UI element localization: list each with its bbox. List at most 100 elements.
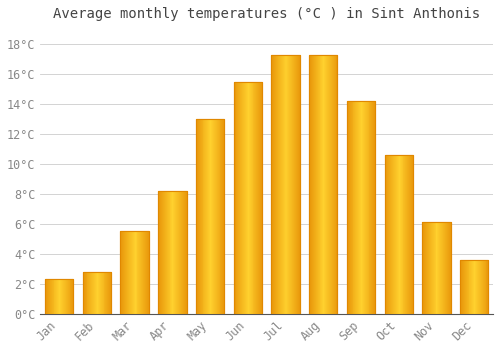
Bar [347, 101, 348, 314]
Bar [47, 279, 48, 314]
Bar [398, 155, 400, 314]
Bar [309, 55, 338, 314]
Bar [473, 260, 474, 314]
Bar [202, 119, 203, 314]
Bar [395, 155, 396, 314]
Bar [56, 279, 58, 314]
Bar [430, 223, 431, 314]
Bar [277, 55, 278, 314]
Bar [325, 55, 326, 314]
Bar [258, 82, 259, 314]
Bar [238, 82, 240, 314]
Bar [110, 272, 111, 314]
Bar [327, 55, 328, 314]
Bar [384, 155, 386, 314]
Bar [460, 260, 488, 314]
Bar [243, 82, 244, 314]
Bar [93, 272, 94, 314]
Bar [322, 55, 324, 314]
Bar [90, 272, 91, 314]
Bar [272, 55, 299, 314]
Bar [422, 223, 424, 314]
Bar [393, 155, 394, 314]
Bar [61, 279, 62, 314]
Bar [479, 260, 480, 314]
Bar [131, 231, 132, 314]
Bar [460, 260, 488, 314]
Bar [326, 55, 327, 314]
Bar [102, 272, 104, 314]
Bar [104, 272, 106, 314]
Bar [244, 82, 245, 314]
Bar [168, 191, 170, 314]
Bar [272, 55, 299, 314]
Bar [144, 231, 145, 314]
Bar [97, 272, 98, 314]
Bar [480, 260, 481, 314]
Bar [252, 82, 254, 314]
Bar [130, 231, 131, 314]
Bar [279, 55, 280, 314]
Bar [247, 82, 248, 314]
Bar [256, 82, 257, 314]
Bar [278, 55, 279, 314]
Bar [468, 260, 469, 314]
Bar [72, 279, 74, 314]
Bar [334, 55, 336, 314]
Bar [441, 223, 442, 314]
Bar [446, 223, 447, 314]
Bar [424, 223, 425, 314]
Bar [125, 231, 126, 314]
Bar [311, 55, 312, 314]
Bar [350, 101, 352, 314]
Bar [384, 155, 413, 314]
Bar [406, 155, 407, 314]
Bar [170, 191, 172, 314]
Bar [360, 101, 361, 314]
Bar [196, 119, 224, 314]
Bar [214, 119, 215, 314]
Bar [402, 155, 404, 314]
Bar [49, 279, 50, 314]
Bar [159, 191, 160, 314]
Bar [161, 191, 162, 314]
Bar [212, 119, 213, 314]
Bar [329, 55, 330, 314]
Bar [240, 82, 241, 314]
Bar [396, 155, 397, 314]
Bar [297, 55, 298, 314]
Bar [177, 191, 178, 314]
Bar [132, 231, 134, 314]
Bar [145, 231, 146, 314]
Bar [397, 155, 398, 314]
Bar [332, 55, 334, 314]
Bar [163, 191, 164, 314]
Bar [331, 55, 332, 314]
Bar [248, 82, 249, 314]
Bar [100, 272, 102, 314]
Bar [94, 272, 95, 314]
Bar [388, 155, 390, 314]
Bar [122, 231, 124, 314]
Bar [316, 55, 318, 314]
Bar [83, 272, 111, 314]
Bar [215, 119, 216, 314]
Bar [245, 82, 246, 314]
Bar [464, 260, 465, 314]
Bar [126, 231, 127, 314]
Bar [146, 231, 147, 314]
Bar [88, 272, 90, 314]
Bar [204, 119, 206, 314]
Bar [174, 191, 175, 314]
Bar [438, 223, 440, 314]
Bar [236, 82, 238, 314]
Bar [178, 191, 179, 314]
Bar [309, 55, 310, 314]
Bar [315, 55, 316, 314]
Bar [410, 155, 411, 314]
Bar [361, 101, 362, 314]
Bar [372, 101, 374, 314]
Bar [365, 101, 366, 314]
Bar [54, 279, 56, 314]
Bar [354, 101, 356, 314]
